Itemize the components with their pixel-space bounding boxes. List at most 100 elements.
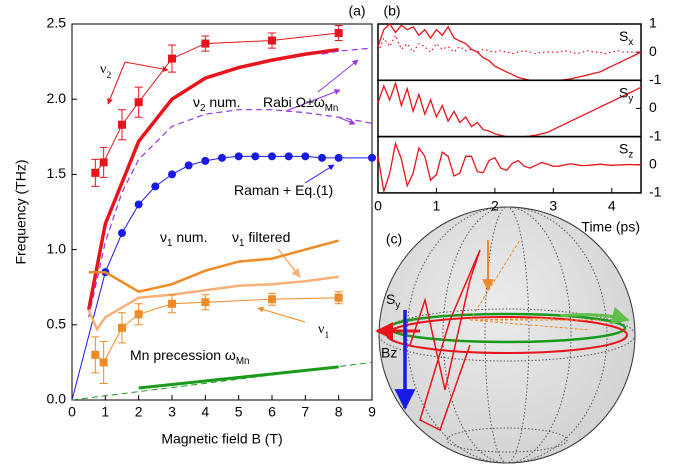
data-marker [201, 39, 210, 48]
text-part: ν [232, 229, 239, 245]
series-line [87, 275, 339, 332]
text-part: x [628, 37, 633, 48]
data-marker [91, 168, 100, 177]
text-part: y [628, 93, 633, 104]
subplot-label: Sz [619, 140, 633, 160]
data-marker [118, 323, 126, 332]
text-part: S [619, 84, 628, 100]
data-marker [118, 229, 126, 238]
data-marker [134, 310, 143, 319]
data-marker [251, 152, 260, 161]
field-label: Bz [381, 345, 397, 361]
series-line [377, 23, 642, 81]
text-part: ν [193, 94, 200, 110]
data-marker [318, 153, 326, 162]
data-marker [99, 158, 108, 167]
text-part: 2 [200, 103, 205, 114]
x-tick-label: 9 [368, 404, 376, 420]
y-tick-label: 2.0 [47, 90, 67, 106]
data-marker [334, 293, 343, 302]
x-tick-label: 1 [433, 198, 441, 214]
text-part: ν [100, 62, 106, 77]
data-marker [99, 358, 108, 367]
data-marker [91, 350, 100, 359]
y-tick-label: 0 [649, 99, 657, 115]
text-part: z [628, 150, 633, 161]
series-line [71, 361, 373, 401]
text-part: Mn [236, 356, 250, 367]
panel-label: (a) [348, 3, 365, 19]
y-tick-label: 0 [649, 43, 657, 59]
text-part: 1 [324, 330, 329, 341]
x-tick-label: 4 [201, 404, 209, 420]
data-marker [268, 152, 276, 161]
data-marker [151, 182, 160, 191]
x-tick-label: 0 [68, 404, 76, 420]
data-marker [168, 54, 176, 63]
x-axis-label: Magnetic field B (T) [161, 431, 282, 447]
data-marker [168, 170, 176, 179]
x-tick-label: 1 [101, 404, 109, 420]
x-tick-label: 2 [135, 404, 143, 420]
x-tick-label: 3 [549, 198, 557, 214]
panel-label: (b) [383, 3, 400, 19]
x-tick-label: 2 [491, 198, 499, 214]
data-marker [334, 29, 343, 38]
data-marker [368, 153, 376, 162]
panel-label: (c) [386, 231, 402, 247]
y-tick-label: 1.0 [47, 240, 67, 256]
x-axis-label: Time (ps) [581, 219, 640, 235]
series-line [94, 297, 339, 364]
subplot-label: Sx [619, 28, 633, 48]
text-part: S [619, 140, 628, 156]
y-tick-label: 0.5 [47, 316, 67, 332]
x-tick-label: 7 [301, 404, 309, 420]
text-part: filtered [244, 229, 290, 245]
data-marker [168, 299, 176, 308]
series-line [321, 47, 373, 55]
y-tick-label: 1.5 [47, 165, 67, 181]
text-part: 1 [239, 238, 244, 249]
spin-label: Sy [386, 291, 400, 311]
x-tick-label: 3 [168, 404, 176, 420]
data-marker [301, 152, 310, 161]
y-tick-label: -1 [649, 71, 662, 87]
text-part: ν [160, 229, 167, 245]
x-tick-label: 0 [374, 198, 382, 214]
annotation: ν1 num. [160, 229, 207, 249]
annotation: Rabi Ω±ωMn [263, 94, 338, 114]
text-part: Mn precession ω [130, 347, 236, 363]
data-marker [284, 152, 293, 161]
y-tick-label: -1 [649, 184, 662, 200]
y-axis-label: Frequency (THz) [13, 159, 29, 264]
data-marker [118, 120, 126, 129]
subplot-frame [377, 79, 642, 138]
data-marker [234, 152, 243, 161]
y-tick-label: 0 [649, 155, 657, 171]
text-part: Mn [325, 103, 339, 114]
text-part: num. [172, 229, 207, 245]
data-marker [334, 153, 343, 162]
text-part: ν [318, 322, 324, 337]
text-part: Rabi Ω±ω [263, 94, 325, 110]
series-line [94, 32, 339, 174]
text-part: 1 [167, 238, 172, 249]
y-tick-label: 0.0 [47, 391, 67, 407]
annotation: ν1 [318, 322, 329, 341]
data-marker [134, 98, 143, 107]
x-tick-label: 8 [335, 404, 343, 420]
text-part: S [619, 28, 628, 44]
data-marker [218, 153, 226, 162]
plot-frame [71, 23, 373, 401]
series-line [138, 365, 339, 390]
data-marker [184, 161, 193, 170]
y-tick-label: 1 [649, 15, 657, 31]
data-marker [134, 200, 143, 209]
annotation: ν2 [100, 62, 111, 81]
annotation-arrows [107, 59, 359, 323]
series-line [377, 33, 641, 55]
annotation: ν2 num. [193, 94, 240, 114]
data-marker [201, 298, 210, 307]
annotation: ν1 filtered [232, 229, 290, 249]
x-tick-label: 4 [608, 198, 616, 214]
